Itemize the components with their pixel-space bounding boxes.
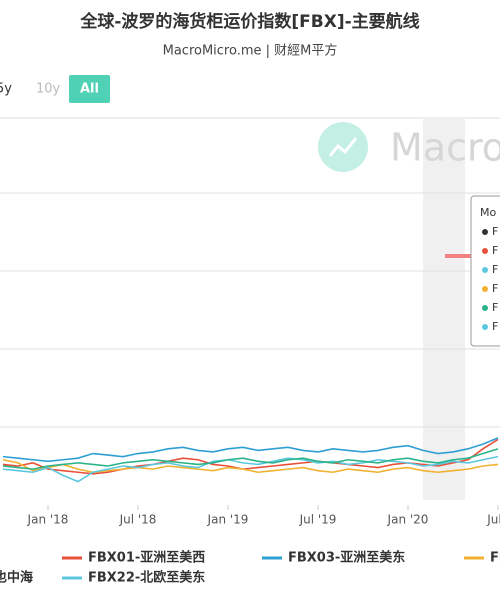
watermark-logo — [318, 122, 368, 172]
x-tick-label: Jan '19 — [207, 513, 249, 527]
range-button[interactable]: 5y — [0, 82, 12, 97]
series-line — [2, 437, 499, 463]
tooltip-item: F — [492, 282, 498, 295]
tooltip-item: F — [492, 225, 498, 238]
x-tick-label: Jul ' — [486, 513, 500, 527]
tooltip-bullet — [482, 305, 488, 311]
x-tick-label: Jan '18 — [27, 513, 69, 527]
legend-label[interactable]: FBX03-亚洲至美东 — [288, 550, 405, 566]
x-tick-label: Jul '19 — [299, 513, 337, 527]
chart-subtitle: MacroMicro.me | 财經M平方 — [163, 43, 338, 59]
tooltip-bullet — [482, 286, 488, 292]
legend-label[interactable]: FBX22-北欧至美东 — [88, 570, 205, 586]
legend-label[interactable]: Fl — [490, 551, 500, 566]
series-line — [2, 455, 499, 483]
range-button-bg[interactable] — [69, 75, 110, 103]
shaded-band — [423, 119, 465, 500]
x-tick-label: Jan '20 — [387, 513, 429, 527]
tooltip-bullet — [482, 324, 488, 330]
watermark-logo-mark — [328, 137, 358, 157]
tooltip-item: F — [492, 320, 498, 333]
tooltip-item: F — [492, 244, 498, 257]
x-tick-label: Jul '18 — [119, 513, 157, 527]
range-button[interactable]: All — [80, 82, 99, 97]
tooltip-bullet — [482, 248, 488, 254]
tooltip-item: F — [492, 263, 498, 276]
series-line — [2, 458, 499, 474]
tooltip-title: Mo — [480, 206, 496, 219]
range-button[interactable]: 10y — [36, 82, 61, 97]
tooltip-bullet — [482, 267, 488, 273]
tooltip-bullet — [482, 229, 488, 235]
chart-title: 全球-波罗的海货柜运价指数[FBX]-主要航线 — [79, 11, 419, 32]
series-line — [2, 448, 499, 470]
legend-label[interactable]: 也中海 — [0, 570, 33, 586]
legend-label[interactable]: FBX01-亚洲至美西 — [88, 550, 205, 566]
tooltip-item: F — [492, 301, 498, 314]
watermark: Macro — [390, 126, 500, 170]
